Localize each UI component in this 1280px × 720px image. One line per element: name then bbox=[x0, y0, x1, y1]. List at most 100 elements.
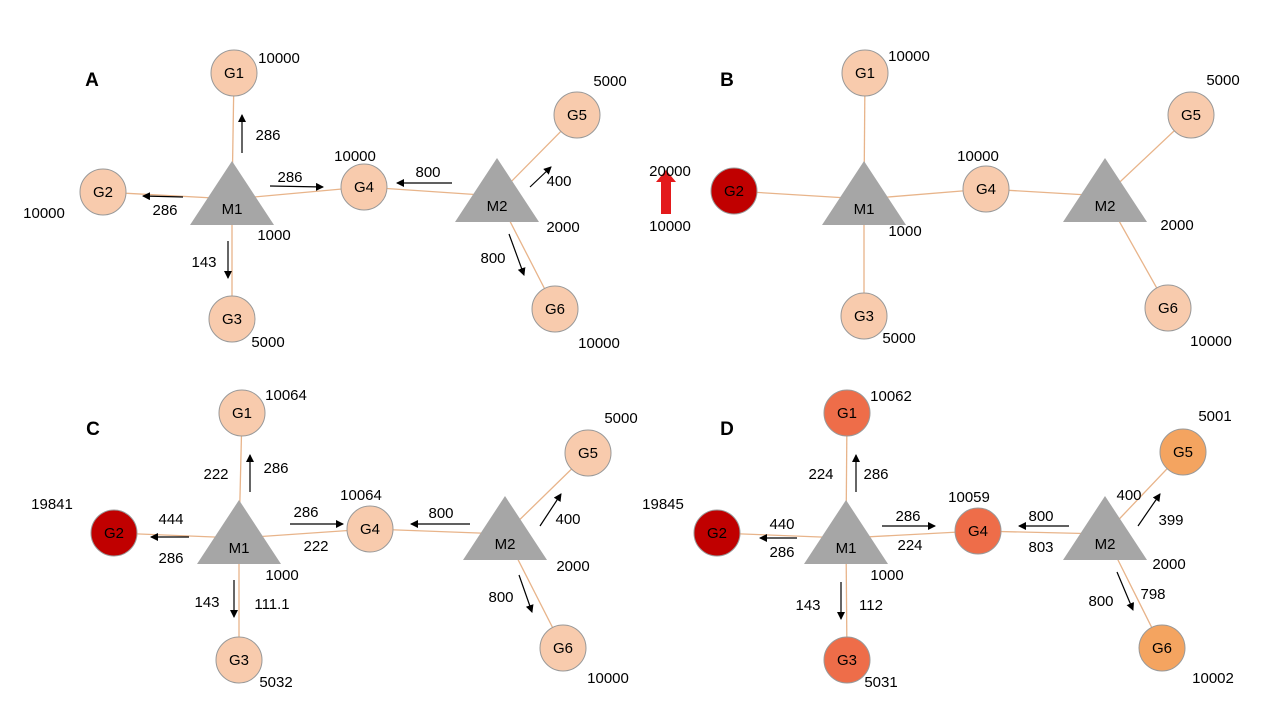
panel-label: D bbox=[720, 419, 734, 440]
node-value-g1: 10064 bbox=[265, 387, 307, 404]
flow-value: 286 bbox=[152, 202, 177, 219]
mill-m2-triangle bbox=[455, 158, 539, 222]
flow-value: 800 bbox=[480, 250, 505, 267]
change-new-value: 20000 bbox=[649, 163, 691, 180]
node-g4-circle bbox=[340, 163, 388, 211]
node-value-m2: 2000 bbox=[1152, 556, 1185, 573]
node-label: G5 bbox=[1181, 107, 1201, 124]
node-label: M1 bbox=[229, 540, 250, 557]
flow-value: 222 bbox=[303, 538, 328, 555]
node-g6-circle bbox=[1138, 624, 1186, 672]
flow-value: 112 bbox=[859, 597, 883, 614]
node-label: G4 bbox=[968, 523, 988, 540]
node-value-g4: 10064 bbox=[340, 487, 382, 504]
node-g6-circle bbox=[1144, 284, 1192, 332]
node-label: G1 bbox=[855, 65, 875, 82]
flow-value: 286 bbox=[895, 508, 920, 525]
node-label: M1 bbox=[854, 201, 875, 218]
node-label: G4 bbox=[354, 179, 374, 196]
mill-m1-triangle bbox=[822, 161, 906, 225]
increase-arrow-icon bbox=[656, 170, 676, 214]
flow-arrow bbox=[529, 166, 552, 188]
flow-value: 143 bbox=[795, 597, 820, 614]
node-g3-circle bbox=[215, 636, 263, 684]
panel-d: G110062G219845G35031G410059G55001G610002… bbox=[642, 388, 1234, 691]
node-g6-circle bbox=[539, 624, 587, 672]
node-value-g3: 5000 bbox=[251, 334, 284, 351]
node-g4-circle bbox=[962, 165, 1010, 213]
panel-a: G1 10000 G2 10000 G3 5000 G4 10000 G5 5000 G6 10000… bbox=[23, 49, 627, 352]
node-label: G1 bbox=[232, 405, 252, 422]
node-value-m1: 1000 bbox=[888, 223, 921, 240]
flow-value: 399 bbox=[1158, 512, 1183, 529]
node-value-m1: 1000 bbox=[257, 227, 290, 244]
flow-value: 803 bbox=[1028, 539, 1053, 556]
node-label: M2 bbox=[1095, 536, 1116, 553]
node-g3-circle bbox=[823, 636, 871, 684]
flow-value: 286 bbox=[769, 544, 794, 561]
flow-value: 440 bbox=[769, 516, 794, 533]
node-value-g1: 10000 bbox=[888, 48, 930, 65]
flow-arrow bbox=[1116, 571, 1134, 611]
node-label: M2 bbox=[1095, 198, 1116, 215]
node-value-m2: 2000 bbox=[1160, 217, 1193, 234]
node-value-m1: 1000 bbox=[265, 567, 298, 584]
flow-arrow bbox=[142, 192, 184, 201]
mill-m2-triangle bbox=[1063, 158, 1147, 222]
flow-arrow bbox=[518, 574, 534, 613]
mill-m2-triangle bbox=[463, 496, 547, 560]
node-label: G5 bbox=[578, 445, 598, 462]
node-g4-circle bbox=[346, 505, 394, 553]
node-g4-circle bbox=[954, 507, 1002, 555]
flow-value: 111.1 bbox=[254, 596, 289, 613]
node-value-g1: 10062 bbox=[870, 388, 912, 405]
node-value-m1: 1000 bbox=[870, 567, 903, 584]
node-g3-circle bbox=[840, 292, 888, 340]
node-g2-circle bbox=[693, 509, 741, 557]
node-g5-circle bbox=[1167, 91, 1215, 139]
node-label: G5 bbox=[1173, 444, 1193, 461]
node-label: G5 bbox=[567, 107, 587, 124]
node-value-m2: 2000 bbox=[556, 558, 589, 575]
flow-value: 798 bbox=[1140, 586, 1165, 603]
node-g2-circle bbox=[710, 167, 758, 215]
flow-arrow bbox=[508, 233, 526, 276]
flow-value: 400 bbox=[546, 173, 571, 190]
node-value-g3: 5032 bbox=[259, 674, 292, 691]
flow-value: 286 bbox=[293, 504, 318, 521]
mill-m1-triangle bbox=[197, 500, 281, 564]
node-g2-circle bbox=[79, 168, 127, 216]
node-label: M2 bbox=[487, 198, 508, 215]
node-value-g2: 19845 bbox=[642, 496, 684, 513]
node-value-g6: 10002 bbox=[1192, 670, 1234, 687]
flow-value: 400 bbox=[1116, 487, 1141, 504]
node-g1-circle bbox=[841, 49, 889, 97]
node-value-g5: 5001 bbox=[1198, 408, 1231, 425]
flow-value: 400 bbox=[555, 511, 580, 528]
node-value-g4: 10000 bbox=[334, 148, 376, 165]
flow-value: 224 bbox=[897, 537, 922, 554]
flow-value: 800 bbox=[1028, 508, 1053, 525]
node-label: G1 bbox=[224, 65, 244, 82]
flow-value: 800 bbox=[1088, 593, 1113, 610]
node-value-g5: 5000 bbox=[604, 410, 637, 427]
node-label: G6 bbox=[1152, 640, 1172, 657]
node-value-g5: 5000 bbox=[1206, 72, 1239, 89]
node-value-g2: 19841 bbox=[31, 496, 73, 513]
node-label: G4 bbox=[360, 521, 380, 538]
flow-value: 800 bbox=[488, 589, 513, 606]
node-label: G6 bbox=[553, 640, 573, 657]
mill-m1-triangle bbox=[804, 500, 888, 564]
node-value-g6: 10000 bbox=[578, 335, 620, 352]
node-label: G3 bbox=[229, 652, 249, 669]
flow-value: 286 bbox=[263, 460, 288, 477]
flow-value: 222 bbox=[203, 466, 228, 483]
mill-m2-triangle bbox=[1063, 496, 1147, 560]
node-label: M1 bbox=[222, 201, 243, 218]
node-label: G4 bbox=[976, 181, 996, 198]
flow-value: 143 bbox=[194, 594, 219, 611]
node-label: G3 bbox=[222, 311, 242, 328]
flow-value: 800 bbox=[415, 164, 440, 181]
node-label: G2 bbox=[707, 525, 727, 542]
node-g5-circle bbox=[553, 91, 601, 139]
